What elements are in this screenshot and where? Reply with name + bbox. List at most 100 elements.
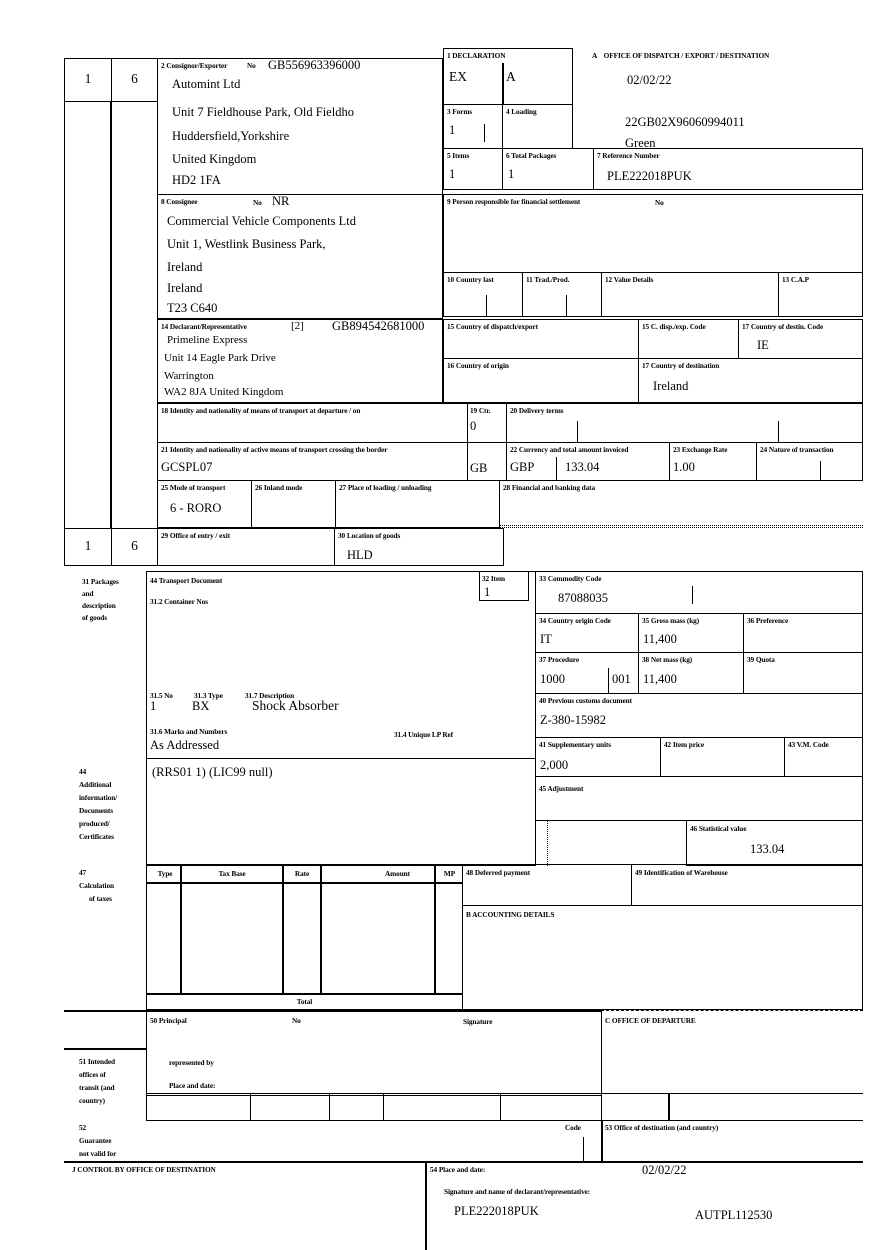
box-50-signature-label: Signature bbox=[463, 1017, 493, 1026]
box-3-value: 1 bbox=[449, 123, 456, 137]
box-44-label-line-0: 44 bbox=[79, 767, 87, 776]
box-22-divider bbox=[556, 457, 558, 481]
box-25-value: 6 - RORO bbox=[170, 501, 222, 515]
box-B-label: B ACCOUNTING DETAILS bbox=[466, 910, 555, 919]
box-38-label: 38 Net mass (kg) bbox=[642, 655, 693, 664]
box-47-label-line-1: Calculation bbox=[79, 881, 114, 890]
box-31-type-value: BX bbox=[192, 699, 210, 713]
box-54-left-divider bbox=[425, 1161, 427, 1250]
box-2-line-3: United Kingdom bbox=[172, 152, 257, 166]
box-23-label: 23 Exchange Rate bbox=[673, 445, 728, 454]
box-51-cell-6 bbox=[601, 1093, 863, 1121]
box-22-label: 22 Currency and total amount invoiced bbox=[510, 445, 629, 454]
box-38-value: 11,400 bbox=[643, 672, 677, 686]
box-47-col-header-tax-base: Tax Base bbox=[218, 869, 246, 878]
box-47-tax-table bbox=[146, 864, 463, 1010]
box-51-label-line-1: offices of bbox=[79, 1070, 106, 1079]
box-37-label: 37 Procedure bbox=[539, 655, 580, 664]
box-27-label: 27 Place of loading / unloading bbox=[339, 483, 432, 492]
box-33-value: 87088035 bbox=[558, 591, 608, 605]
box-4-label: 4 Loading bbox=[506, 107, 537, 116]
box-34-label: 34 Country origin Code bbox=[539, 616, 611, 625]
box-47-total-rule bbox=[146, 993, 463, 995]
box-14-line-1: Unit 14 Eagle Park Drive bbox=[164, 352, 276, 364]
box-21-nationality: GB bbox=[470, 461, 488, 475]
box-44-value: (RRS01 1) (LIC99 null) bbox=[152, 765, 273, 779]
box-47-col-header-type: Type bbox=[157, 869, 173, 878]
box-19-value: 0 bbox=[470, 419, 477, 433]
box-52-code-label: Code bbox=[565, 1123, 581, 1132]
box-31-no-label: 31.5 No bbox=[150, 691, 173, 700]
box-2-no-label: No bbox=[247, 61, 256, 70]
box-53-label: 53 Office of destination (and country) bbox=[605, 1123, 719, 1132]
box-48-label: 48 Deferred payment bbox=[466, 868, 531, 877]
box-32-label: 32 Item bbox=[482, 574, 506, 583]
box-22-amount: 133.04 bbox=[565, 460, 600, 474]
box-1-type: EX bbox=[449, 69, 467, 84]
box-32-item bbox=[479, 571, 529, 601]
box-47-col-divider-3 bbox=[320, 864, 322, 993]
box-46-label: 46 Statistical value bbox=[690, 824, 747, 833]
box-51-cell-2 bbox=[250, 1093, 330, 1121]
box-47-col-divider-1 bbox=[180, 864, 182, 993]
box-21-value: GCSPL07 bbox=[161, 460, 213, 474]
box-C-dashed-left bbox=[601, 1010, 602, 1094]
box-47-label-line-2: of taxes bbox=[89, 894, 112, 903]
box-51-cell-5 bbox=[500, 1093, 602, 1121]
box-28-label: 28 Financial and banking data bbox=[503, 483, 595, 492]
box-A-mrn: 22GB02X96060994011 bbox=[625, 115, 745, 129]
box-11-label: 11 Trad./Prod. bbox=[526, 275, 570, 284]
box-14-rep-code: [2] bbox=[291, 320, 304, 332]
box-31-no-value: 1 bbox=[150, 699, 157, 713]
box-13-cap bbox=[778, 272, 863, 317]
box-9-no-label: No bbox=[655, 198, 664, 207]
box-36-label: 36 Preference bbox=[747, 616, 789, 625]
box-A-date: 02/02/22 bbox=[627, 73, 672, 87]
box-46-value: 133.04 bbox=[750, 842, 785, 856]
box-8-consignee bbox=[157, 194, 443, 319]
box-47-col-header-mp: MP bbox=[443, 869, 456, 878]
box-30-location-goods bbox=[334, 528, 504, 566]
box-25-label: 25 Mode of transport bbox=[161, 483, 226, 492]
box-51-cell-4 bbox=[383, 1093, 501, 1121]
box-45-label: 45 Adjustment bbox=[539, 784, 584, 793]
box-19-label: 19 Ctr. bbox=[470, 406, 491, 415]
box-45-adjustment bbox=[535, 776, 863, 821]
box-15-label: 15 Country of dispatch/export bbox=[447, 322, 538, 331]
box-44-label-line-1: Additional bbox=[79, 780, 112, 789]
box-8-no-value: NR bbox=[272, 194, 290, 208]
box-52-label-line-0: 52 bbox=[79, 1123, 87, 1132]
box-41-value: 2,000 bbox=[540, 758, 569, 772]
copy-number-right-lower-value: 6 bbox=[131, 538, 138, 553]
box-1-label: 1 DECLARATION bbox=[447, 51, 506, 60]
box-14-declarant bbox=[157, 319, 443, 403]
box-14-line-2: Warrington bbox=[164, 370, 214, 382]
box-10-tick bbox=[486, 295, 488, 317]
box-32-value: 1 bbox=[484, 585, 491, 599]
box-20-label: 20 Delivery terms bbox=[510, 406, 564, 415]
box-46-dotted-left bbox=[547, 820, 548, 866]
box-28-dotted-bottom bbox=[499, 527, 863, 528]
box-31-marks-label: 31.6 Marks and Numbers bbox=[150, 727, 228, 736]
box-7-label: 7 Reference Number bbox=[597, 151, 660, 160]
copy-number-left-lower-value: 1 bbox=[84, 538, 92, 553]
lower-section-top-rule bbox=[64, 1010, 602, 1012]
box-14-line-3: WA2 8JA United Kingdom bbox=[164, 386, 284, 398]
box-28-financial-banking bbox=[499, 480, 863, 528]
box-20-tick-1 bbox=[577, 421, 579, 443]
box-2-label: 2 Consignor/Exporter bbox=[161, 61, 228, 70]
box-C-label: C OFFICE OF DEPARTURE bbox=[605, 1016, 696, 1025]
box-10-label: 10 Country last bbox=[447, 275, 494, 284]
box-49-label: 49 Identification of Warehouse bbox=[635, 868, 728, 877]
box-33-label: 33 Commodity Code bbox=[539, 574, 602, 583]
box-20-tick-2 bbox=[778, 421, 780, 443]
box-A-label: A OFFICE OF DISPATCH / EXPORT / DESTINAT… bbox=[592, 51, 770, 60]
box-17-country-destination bbox=[638, 358, 863, 403]
box-14-line-0: Primeline Express bbox=[167, 334, 248, 346]
box-31-label-line-0: 31 Packages bbox=[82, 577, 119, 586]
box-14-label: 14 Declarant/Representative bbox=[161, 322, 247, 331]
box-31-description-label: 31.7 Description bbox=[245, 691, 295, 700]
box-51-cell-3 bbox=[329, 1093, 384, 1121]
box-31-marks-value: As Addressed bbox=[150, 738, 220, 752]
box-52-code-tick bbox=[583, 1137, 585, 1161]
